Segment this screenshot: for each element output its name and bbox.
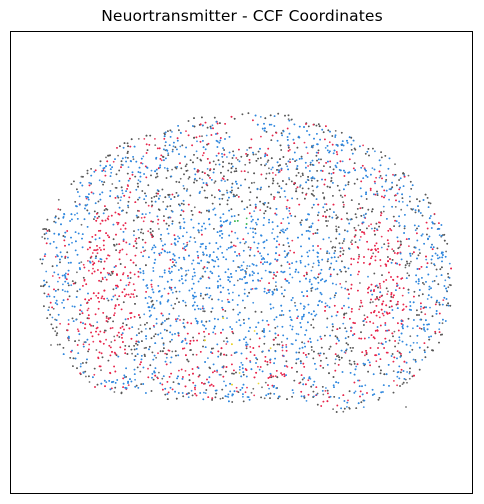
series-yellow-points <box>204 317 272 386</box>
scatter-plot <box>39 112 452 413</box>
plot-area <box>10 31 473 494</box>
series-blue-points <box>42 114 451 410</box>
series-gray-points <box>39 112 452 413</box>
chart-title: Neuortransmitter - CCF Coordinates <box>101 7 383 25</box>
series-green-points <box>234 217 248 225</box>
series-red-points <box>43 115 452 407</box>
